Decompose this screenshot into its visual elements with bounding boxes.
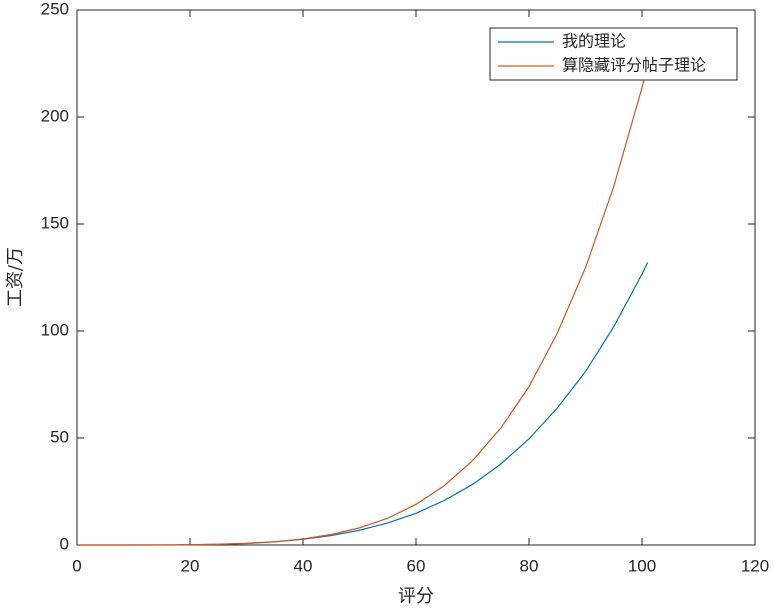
legend-box — [489, 27, 738, 81]
legend-label: 我的理论 — [562, 32, 626, 51]
x-tick-label: 0 — [72, 556, 81, 575]
y-tick-label: 50 — [50, 427, 69, 446]
y-tick-label: 0 — [60, 534, 69, 553]
x-tick-label: 60 — [407, 556, 426, 575]
x-tick-label: 120 — [741, 556, 769, 575]
y-tick-label: 100 — [41, 320, 69, 339]
y-tick-label: 200 — [41, 106, 69, 125]
legend-label: 算隐藏评分帖子理论 — [562, 56, 706, 75]
y-tick-label: 250 — [41, 0, 69, 18]
axes-box — [76, 9, 756, 546]
x-tick-label: 20 — [181, 556, 200, 575]
y-axis-label: 工资/万 — [5, 247, 26, 307]
series-line — [77, 65, 649, 546]
series-line — [77, 262, 649, 546]
x-tick-label: 100 — [628, 556, 656, 575]
x-tick-label: 80 — [520, 556, 539, 575]
x-axis-label: 评分 — [398, 586, 434, 607]
x-tick-label: 40 — [294, 556, 313, 575]
y-tick-label: 150 — [41, 213, 69, 232]
